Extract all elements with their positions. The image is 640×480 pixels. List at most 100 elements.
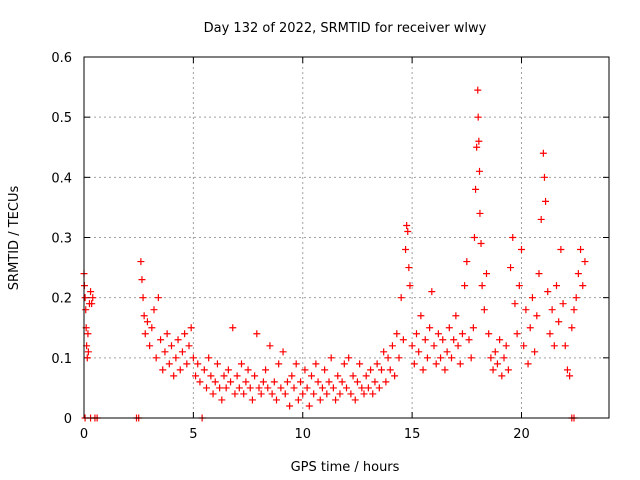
data-point — [345, 354, 353, 362]
data-point — [216, 384, 224, 392]
data-point — [531, 348, 539, 356]
data-point — [351, 396, 359, 404]
data-point — [474, 113, 482, 121]
data-point — [463, 258, 471, 266]
data-point — [168, 342, 175, 350]
data-point — [397, 294, 405, 302]
data-point — [338, 378, 346, 386]
data-point — [84, 348, 92, 356]
data-point — [477, 240, 485, 248]
data-point — [557, 246, 565, 254]
data-point — [327, 354, 335, 362]
data-point — [255, 384, 263, 392]
data-point — [537, 215, 545, 223]
data-point — [227, 378, 235, 386]
data-point — [286, 402, 294, 410]
x-tick-label: 20 — [513, 427, 530, 442]
data-point — [349, 372, 357, 380]
data-point — [192, 372, 200, 380]
data-point — [194, 360, 202, 368]
data-point — [439, 336, 447, 344]
data-point — [408, 342, 416, 350]
data-point — [561, 342, 569, 350]
data-point — [473, 143, 481, 151]
y-tick-label: 0.3 — [51, 232, 72, 247]
data-point — [415, 348, 423, 356]
data-point — [502, 342, 510, 350]
y-tick-label: 0 — [64, 412, 72, 427]
data-point — [321, 366, 329, 374]
data-point — [461, 282, 469, 290]
data-point — [410, 360, 418, 368]
data-point — [448, 354, 455, 362]
data-point — [568, 324, 576, 332]
data-point — [332, 396, 340, 404]
data-point — [540, 173, 548, 181]
data-point — [323, 390, 331, 398]
data-point — [550, 342, 558, 350]
data-point — [437, 354, 445, 362]
data-point — [544, 288, 552, 296]
data-point — [533, 312, 541, 320]
data-point — [88, 300, 96, 308]
data-point — [421, 336, 429, 344]
data-point — [467, 354, 475, 362]
data-point — [555, 318, 563, 326]
data-point — [224, 366, 232, 374]
data-point — [312, 360, 320, 368]
data-point — [507, 264, 515, 272]
data-point — [450, 336, 458, 344]
data-point — [172, 354, 180, 362]
data-point — [259, 378, 267, 386]
data-point — [248, 396, 256, 404]
data-point — [483, 270, 490, 278]
data-point — [150, 306, 158, 314]
data-point — [275, 360, 283, 368]
data-point — [535, 270, 543, 278]
data-point — [233, 372, 241, 380]
data-point — [301, 366, 309, 374]
data-point — [262, 366, 270, 374]
data-point — [524, 360, 532, 368]
data-point — [303, 384, 311, 392]
data-point — [566, 372, 574, 380]
data-point — [364, 384, 372, 392]
data-point — [520, 342, 528, 350]
data-point — [308, 372, 315, 380]
data-point — [513, 330, 521, 338]
data-point — [395, 354, 403, 362]
data-point — [292, 360, 300, 368]
y-tick-label: 0.1 — [51, 352, 72, 367]
data-point — [231, 390, 239, 398]
y-tick-label: 0.5 — [51, 111, 72, 126]
data-point — [548, 306, 556, 314]
data-point — [443, 348, 451, 356]
data-point — [393, 330, 401, 338]
data-point — [485, 330, 493, 338]
y-axis-label: SRMTID / TECUs — [7, 186, 22, 291]
data-point — [157, 336, 165, 344]
data-point — [242, 378, 250, 386]
data-point — [161, 348, 169, 356]
data-point — [246, 384, 254, 392]
data-point — [273, 396, 280, 404]
data-point — [318, 384, 326, 392]
data-point — [310, 390, 318, 398]
data-point — [240, 390, 248, 398]
data-point — [257, 390, 265, 398]
data-point — [472, 185, 480, 193]
data-point — [138, 276, 146, 284]
data-point — [405, 264, 413, 272]
data-point — [196, 378, 204, 386]
data-point — [316, 396, 324, 404]
data-point — [82, 306, 90, 314]
data-point — [185, 342, 193, 350]
data-point — [498, 372, 506, 380]
data-point — [159, 366, 167, 374]
data-point — [187, 324, 195, 332]
data-point — [388, 342, 396, 350]
data-point — [469, 324, 477, 332]
data-point — [546, 330, 554, 338]
data-point — [143, 318, 151, 326]
